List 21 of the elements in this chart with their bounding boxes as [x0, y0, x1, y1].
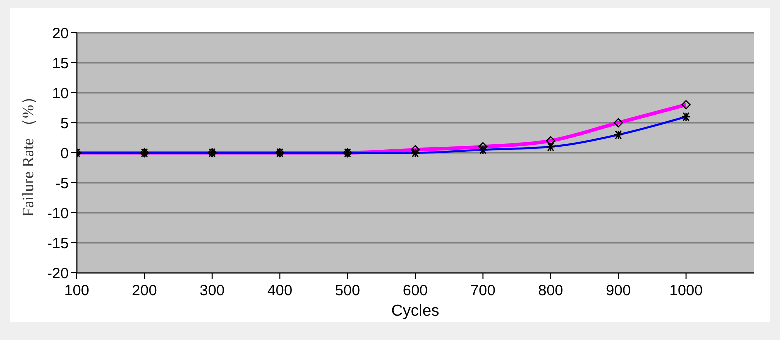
- x-tick-label: 800: [538, 282, 564, 300]
- y-tick-label: 0: [60, 145, 69, 162]
- x-tick-label: 300: [200, 282, 225, 300]
- x-tick-label: 900: [606, 282, 632, 300]
- x-tick-label: 700: [470, 282, 496, 300]
- y-tick-label: 5: [60, 115, 69, 132]
- y-tick-label: 10: [52, 85, 69, 102]
- y-tick-label: 20: [52, 25, 69, 42]
- x-axis-title: Cycles: [391, 303, 440, 320]
- y-tick-label: -10: [47, 205, 69, 222]
- y-tick-label: -15: [47, 235, 69, 252]
- x-tick-label: 500: [335, 282, 360, 300]
- x-tick-label: 100: [64, 282, 90, 300]
- y-tick-label: 15: [52, 55, 69, 72]
- x-tick-label: 400: [268, 282, 293, 300]
- y-tick-label: -5: [56, 175, 69, 192]
- x-tick-label: 600: [402, 282, 428, 300]
- y-axis-title: Failure Rate （%）: [20, 89, 38, 217]
- y-tick-label: -20: [47, 265, 69, 282]
- x-tick-label: 1000: [670, 282, 703, 300]
- x-tick-label: 200: [132, 282, 158, 300]
